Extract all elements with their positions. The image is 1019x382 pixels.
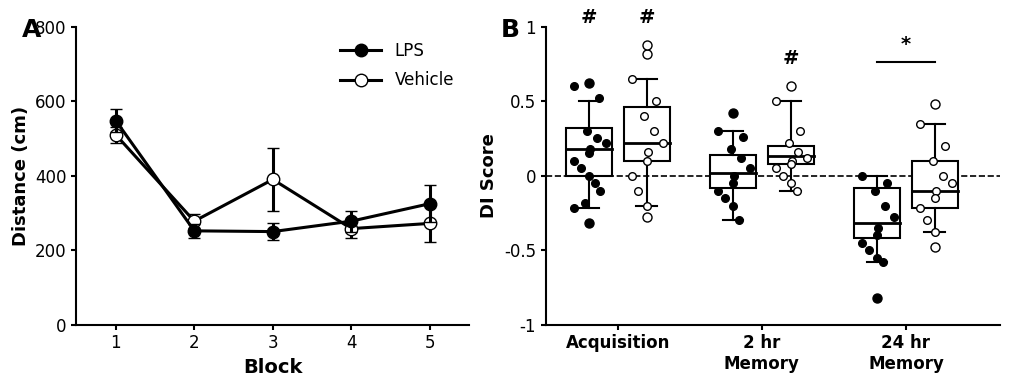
Bar bbox=[911, 161, 957, 209]
Bar bbox=[566, 128, 611, 176]
X-axis label: Block: Block bbox=[243, 358, 303, 377]
Text: #: # bbox=[638, 8, 654, 27]
Y-axis label: Distance (cm): Distance (cm) bbox=[11, 106, 30, 246]
Bar bbox=[623, 107, 668, 161]
Bar bbox=[853, 188, 900, 238]
Text: #: # bbox=[782, 49, 798, 68]
Text: A: A bbox=[21, 18, 41, 42]
Bar bbox=[709, 155, 755, 188]
Text: B: B bbox=[500, 18, 519, 42]
Bar bbox=[767, 146, 813, 164]
Text: *: * bbox=[900, 34, 910, 53]
Legend: LPS, Vehicle: LPS, Vehicle bbox=[333, 35, 461, 96]
Y-axis label: DI Score: DI Score bbox=[480, 133, 498, 218]
Text: #: # bbox=[580, 8, 596, 27]
